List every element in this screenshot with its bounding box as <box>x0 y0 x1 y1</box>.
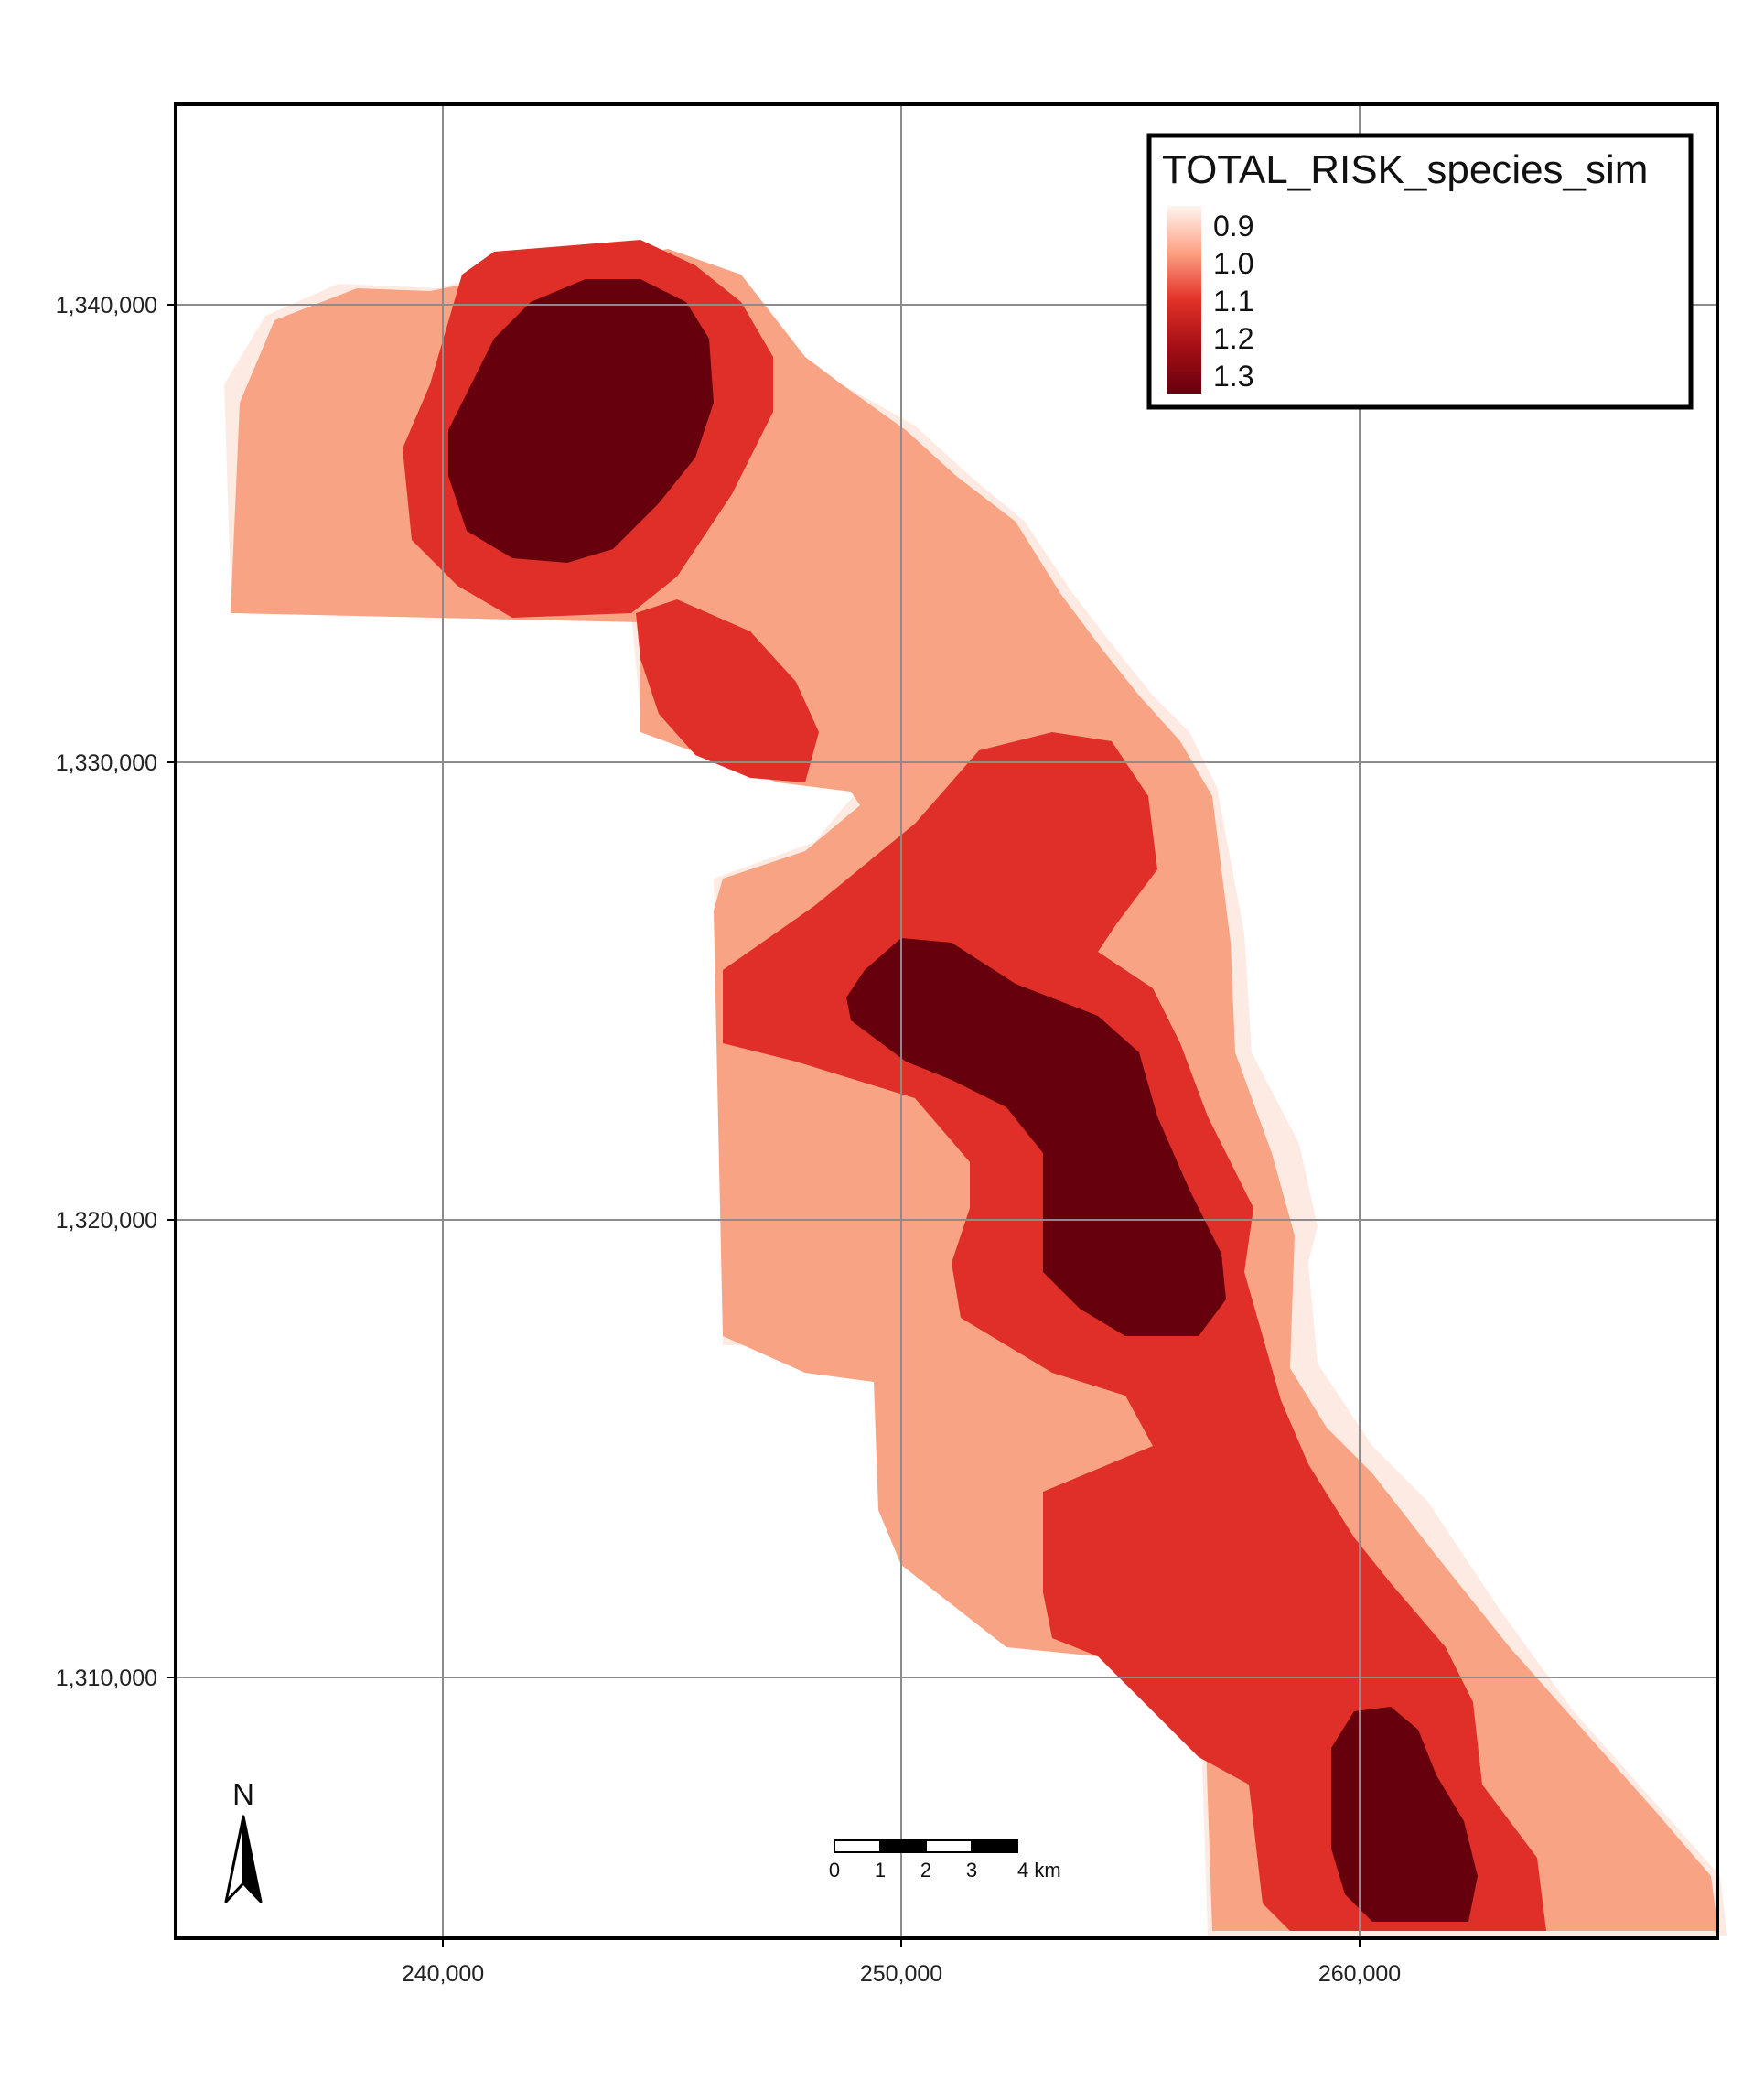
scale-bar: 0 1 2 3 4 km <box>829 1839 1061 1882</box>
x-tick-label: 250,000 <box>860 1961 942 1987</box>
scale-label: 4 km <box>1017 1859 1061 1882</box>
y-tick-label: 1,320,000 <box>56 1208 157 1234</box>
legend-label: 1.2 <box>1213 322 1253 355</box>
risk-zone-mid-lobe <box>636 599 819 782</box>
legend-color-ramp <box>1167 206 1201 394</box>
north-label: N <box>232 1777 254 1811</box>
legend-label: 1.1 <box>1213 285 1253 318</box>
scale-label: 0 <box>829 1859 840 1882</box>
scale-label: 2 <box>920 1859 931 1882</box>
legend-label: 1.3 <box>1213 360 1253 393</box>
legend-label: 1.0 <box>1213 247 1253 280</box>
legend: TOTAL_RISK_species_sim 0.9 1.0 1.1 1.2 1… <box>1146 133 1694 410</box>
risk-zone-high-south <box>1331 1707 1478 1922</box>
x-tick-label: 260,000 <box>1318 1961 1401 1987</box>
risk-raster <box>224 240 1727 1936</box>
north-arrow-icon: N <box>224 1777 263 1903</box>
risk-zone-high-north <box>448 279 714 563</box>
map-frame <box>174 102 1719 1940</box>
x-tick-label: 240,000 <box>402 1961 484 1987</box>
legend-box <box>1146 133 1694 410</box>
scale-label: 1 <box>875 1859 886 1882</box>
legend-title: TOTAL_RISK_species_sim <box>1162 147 1648 192</box>
y-tick-label: 1,310,000 <box>56 1666 157 1691</box>
y-tick-label: 1,330,000 <box>56 750 157 776</box>
axis-ticks <box>167 304 1361 1947</box>
scale-label: 3 <box>966 1859 977 1882</box>
risk-zone-high-central <box>846 938 1226 1336</box>
legend-label: 0.9 <box>1213 210 1253 243</box>
y-tick-label: 1,340,000 <box>56 293 157 318</box>
